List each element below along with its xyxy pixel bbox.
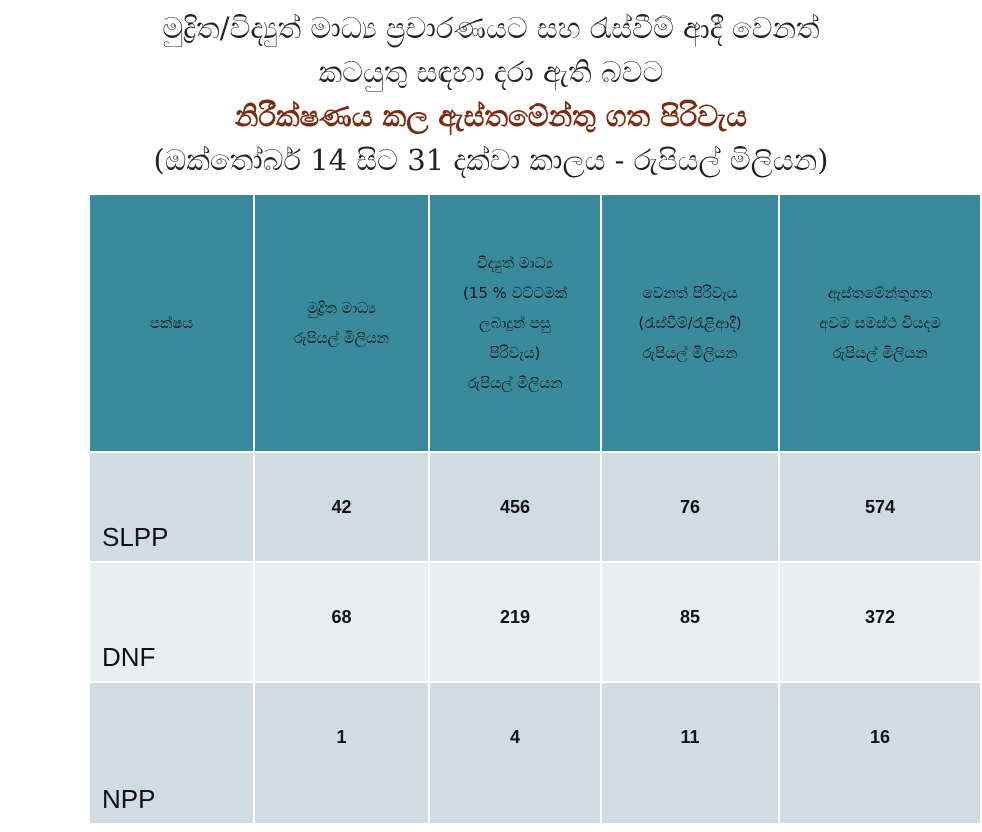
value-cell: 16: [778, 681, 982, 825]
party-cell: SLPP: [88, 451, 255, 563]
header-line: පිරිවැය): [489, 344, 541, 362]
header-cell: ඇස්තමේන්තුගත අවම සමස්ථ වියදම රුපියල් මිලිය…: [778, 193, 982, 453]
cost-table: පක්ෂය මුද්‍රිත මාධ්‍ය රුපියල් මිලියන විද්‍ය…: [88, 193, 982, 825]
header-line: රුපියල් මිලියන: [467, 374, 563, 392]
value-cell: 1: [253, 681, 430, 825]
value: 76: [679, 497, 701, 517]
value: 85: [679, 607, 701, 627]
title-line: මුද්‍රිත/විද්‍යුත් මාධ්‍ය ප්‍රචාරණයට සහ …: [162, 11, 820, 45]
value-cell: 456: [428, 451, 602, 563]
value: 574: [864, 497, 896, 517]
header-cell: පක්ෂය: [88, 193, 255, 453]
body-row: NPP 1 4 11 16: [88, 681, 982, 825]
header-cell: විද්‍යුත් මාධ්‍ය (15 % වට්ටමක් ලබාදුන් පසු…: [428, 193, 602, 453]
header-line: රුපියල් මිලියන: [642, 344, 738, 362]
value-cell: 219: [428, 561, 602, 683]
header-line: (රැස්වීම්/රැළිආදී): [638, 314, 742, 332]
value: 68: [331, 607, 352, 627]
party-cell: NPP: [88, 681, 255, 825]
value: 456: [499, 497, 531, 517]
value-cell: 372: [778, 561, 982, 683]
header-line: රුපියල් මිලියන: [832, 344, 928, 362]
value: 372: [864, 607, 896, 627]
value-cell: 85: [600, 561, 780, 683]
value: 219: [499, 607, 531, 627]
title-block: මුද්‍රිත/විද්‍යුත් මාධ්‍ය ප්‍රචාරණයට සහ …: [0, 6, 982, 182]
header-line: පක්ෂය: [149, 314, 194, 332]
body-row: SLPP 42 456 76 574: [88, 451, 982, 563]
header-line: (15 % වට්ටමක්: [462, 284, 568, 302]
header-cell: වෙනත් පිරිවැය (රැස්වීම්/රැළිආදී) රුපියල් ම…: [600, 193, 780, 453]
header-line: මුද්‍රිත මාධ්‍ය: [307, 299, 376, 317]
value-cell: 11: [600, 681, 780, 825]
header-line: ඇස්තමේන්තුගත: [827, 284, 933, 302]
value: 1: [336, 727, 347, 747]
title-line: කටයුතු සඳහා දරා ඇති බවට: [318, 55, 664, 89]
party-cell: DNF: [88, 561, 255, 683]
header-line: වෙනත් පිරිවැය: [642, 284, 738, 302]
header-cell: මුද්‍රිත මාධ්‍ය රුපියල් මිලියන: [253, 193, 430, 453]
value: 16: [869, 727, 891, 747]
value-cell: 574: [778, 451, 982, 563]
header-line: රුපියල් මිලියන: [294, 329, 389, 347]
subtitle: (ඔක්තෝබර් 14 සිට 31 දක්වා කාලය - රුපියල්…: [153, 143, 829, 177]
value: 4: [509, 727, 520, 747]
value: 11: [680, 727, 700, 747]
header-line: ලබාදුන් පසු: [479, 314, 551, 332]
header-line: අවම සමස්ථ වියදම: [819, 314, 941, 332]
value-cell: 68: [253, 561, 430, 683]
value-cell: 76: [600, 451, 780, 563]
value-cell: 42: [253, 451, 430, 563]
title-bold: නිරීක්ෂණය කල ඇස්තමේන්තු ගත පිරිවැය: [234, 99, 748, 133]
header-line: විද්‍යුත් මාධ්‍ය: [476, 254, 554, 272]
body-row: DNF 68 219 85 372: [88, 561, 982, 683]
value: 42: [331, 497, 352, 517]
value-cell: 4: [428, 681, 602, 825]
header-row: පක්ෂය මුද්‍රිත මාධ්‍ය රුපියල් මිලියන විද්‍ය…: [88, 193, 982, 453]
